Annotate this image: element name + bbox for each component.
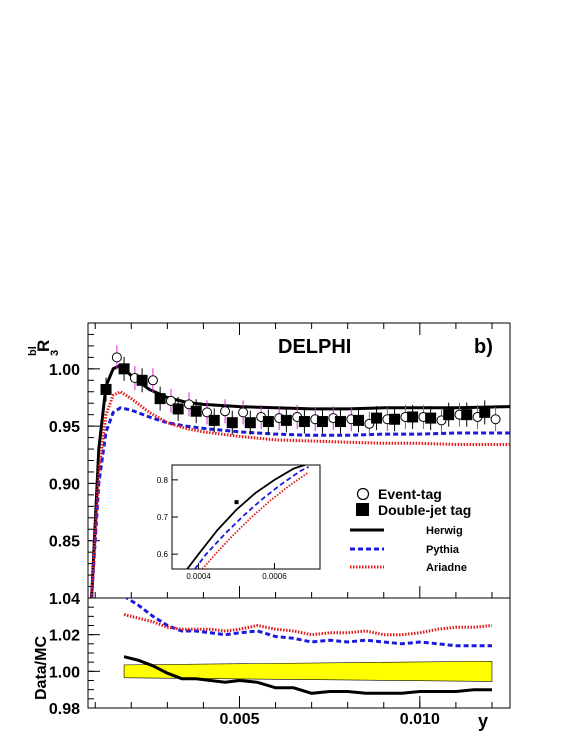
double-jet-point	[172, 403, 184, 415]
y-tick-label: 1.00	[49, 362, 80, 379]
double-jet-point	[262, 416, 274, 428]
curve-pythia	[90, 406, 510, 598]
y-tick-label: 0.95	[49, 419, 80, 436]
systematic-band	[123, 660, 493, 682]
legend-label-pythia: Pythia	[426, 544, 460, 556]
ratio-plot-area	[123, 598, 493, 695]
ratio-curve-herwig	[123, 655, 492, 695]
double-jet-point	[479, 406, 491, 418]
y-axis-label-sub: 3	[49, 350, 61, 356]
x-axis-label: y	[478, 711, 488, 731]
double-jet-point	[443, 409, 455, 421]
double-jet-point	[118, 363, 130, 375]
double-jet-point	[154, 393, 166, 405]
event-tag-point	[202, 407, 213, 418]
event-tag-point	[238, 407, 249, 418]
double-jet-point	[334, 416, 346, 428]
x-tick-label: 0.005	[219, 711, 259, 728]
mc-curves	[90, 363, 510, 598]
y-axis-label-ratio: Data/MC	[33, 636, 50, 700]
double-jet-point	[244, 417, 256, 429]
double-jet-point	[371, 412, 383, 424]
double-jet-point	[100, 383, 112, 395]
double-jet-point	[389, 413, 401, 425]
inset-frame	[171, 464, 321, 570]
double-jet-point	[208, 414, 220, 426]
event-tag-point	[147, 375, 158, 386]
y-axis-label-sup: bl	[27, 346, 39, 356]
event-tag-point	[111, 352, 122, 363]
double-jet-point	[280, 414, 292, 426]
y-tick-label: 0.85	[49, 534, 80, 551]
ratio-y-tick-label: 0.98	[49, 701, 80, 718]
inset-data-point	[234, 500, 239, 505]
legend-label-herwig: Herwig	[426, 525, 463, 537]
double-jet-point	[407, 411, 419, 423]
x-tick-label: 0.010	[400, 711, 440, 728]
inset-curve-herwig	[186, 465, 306, 569]
panel-label: b)	[474, 336, 493, 358]
main-plot-area	[90, 345, 510, 598]
inset-plot-area: 0.6 0.7 0.8 0.0004 0.0006	[157, 465, 310, 581]
double-jet-point	[425, 412, 437, 424]
double-jet-point	[136, 374, 148, 386]
inset-y-tick-label: 0.6	[157, 550, 169, 559]
y-axis-label-base: R	[34, 340, 53, 352]
legend-marker-double-jet	[356, 503, 369, 516]
double-jet-point	[190, 405, 202, 417]
y-axis-label-main: R bl 3	[27, 340, 61, 356]
legend-label-double-jet: Double-jet tag	[378, 502, 471, 518]
curve-herwig	[90, 363, 510, 598]
ratio-curves	[123, 598, 493, 695]
ratio-curve-pythia	[124, 598, 492, 648]
chart-title: DELPHI	[278, 336, 351, 358]
inset-curve-ariadne	[201, 471, 310, 569]
double-jet-point	[226, 417, 238, 429]
ratio-curve-ariadne	[123, 613, 493, 637]
legend-label-event-tag: Event-tag	[378, 486, 442, 502]
inset-curves	[186, 465, 310, 569]
legend-label-ariadne: Ariadne	[426, 562, 467, 574]
double-jet-point	[461, 409, 473, 421]
double-jet-point	[353, 414, 365, 426]
ratio-y-tick-label: 1.04	[49, 591, 80, 608]
inset-y-tick-label: 0.7	[157, 513, 169, 522]
ratio-y-tick-label: 1.00	[49, 664, 80, 681]
inset-x-tick-label: 0.0006	[262, 572, 287, 581]
ratio-ticks: 0.98 1.00 1.02 1.04 0.005 0.010	[49, 591, 493, 728]
inset-y-tick-label: 0.8	[157, 476, 169, 485]
double-jet-point	[316, 416, 328, 428]
curve-ariadne	[90, 390, 510, 598]
legend-marker-event-tag	[356, 487, 370, 501]
event-tag-point	[165, 395, 176, 406]
legend: Event-tag Double-jet tag Herwig Pythia A…	[350, 486, 471, 574]
y-tick-label: 0.90	[49, 476, 80, 493]
inset-x-tick-label: 0.0004	[186, 572, 211, 581]
double-jet-point	[298, 416, 310, 428]
ratio-y-tick-label: 1.02	[49, 628, 80, 645]
event-tag-point	[490, 414, 501, 425]
event-tag-point	[220, 406, 231, 417]
